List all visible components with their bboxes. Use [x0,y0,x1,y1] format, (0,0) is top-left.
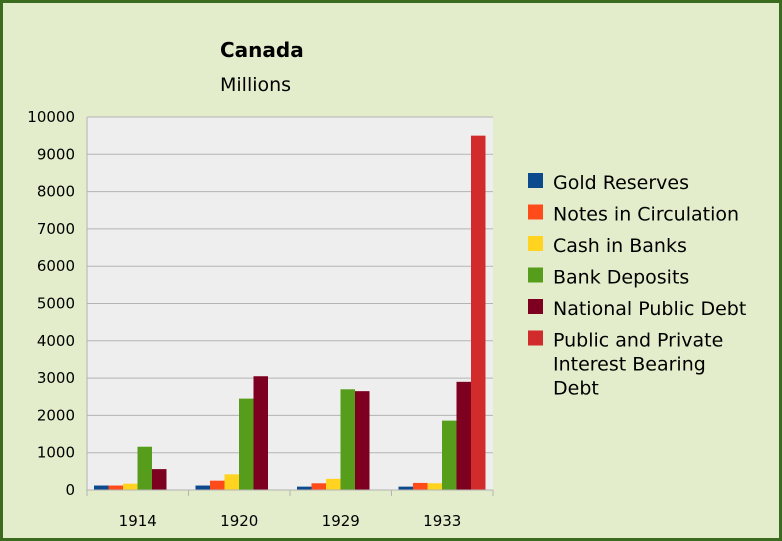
y-tick-label: 1000 [37,444,75,462]
x-tick-label: 1933 [423,512,461,530]
bar [94,485,109,490]
bar [442,420,457,490]
bar [253,376,268,490]
bar [195,485,210,490]
bar [210,480,225,490]
chart-subtitle: Millions [220,74,291,96]
legend-swatch [528,173,543,188]
bar [427,483,442,490]
bar [326,478,341,490]
x-tick-label: 1920 [220,512,258,530]
y-tick-label: 10000 [27,108,75,126]
y-tick-label: 9000 [37,145,75,163]
legend-label: Bank Deposits [553,267,689,289]
bar [355,391,370,490]
y-tick-label: 8000 [37,183,75,201]
chart-title: Canada [220,38,304,62]
y-tick-label: 4000 [37,332,75,350]
legend-swatch [528,204,543,220]
bar [311,483,326,490]
bar [108,485,123,490]
bar [398,486,413,490]
bar [137,446,152,490]
legend-swatch [528,267,543,283]
bar [297,486,312,490]
y-tick-label: 5000 [37,295,75,313]
y-tick-label: 6000 [37,257,75,275]
legend-label: National Public Debt [553,298,746,320]
legend-label: Public and Private Interest Bearing Debt [553,330,723,400]
bar [239,398,254,490]
y-tick-label: 3000 [37,369,75,387]
legend-swatch [528,330,543,346]
bar [123,483,138,490]
y-tick-label: 2000 [37,406,75,424]
legend-swatch [528,236,543,251]
bar [224,474,239,490]
bar [152,469,167,490]
y-tick-label: 7000 [37,220,75,238]
bar [456,381,471,490]
bar [413,482,428,490]
x-tick-label: 1929 [322,512,360,530]
bar [471,135,486,490]
x-tick-label: 1914 [119,512,157,530]
legend-swatch [528,299,543,314]
legend-label: Notes in Circulation [553,204,739,226]
y-tick-label: 0 [65,481,75,499]
legend-label: Gold Reserves [553,172,689,194]
bar [340,389,355,490]
legend-label: Cash in Banks [553,235,687,257]
